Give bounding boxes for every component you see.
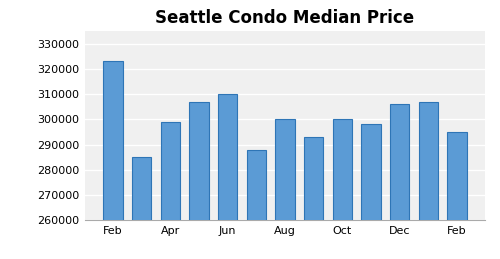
Bar — [160, 122, 180, 259]
Bar — [390, 104, 409, 259]
Bar — [275, 119, 295, 259]
Title: Seattle Condo Median Price: Seattle Condo Median Price — [156, 9, 414, 27]
Bar — [418, 102, 438, 259]
Bar — [332, 119, 352, 259]
Bar — [448, 132, 467, 259]
Bar — [132, 157, 152, 259]
Bar — [103, 61, 122, 259]
Bar — [304, 137, 324, 259]
Bar — [246, 149, 266, 259]
Bar — [362, 124, 381, 259]
Bar — [218, 94, 238, 259]
Bar — [189, 102, 208, 259]
